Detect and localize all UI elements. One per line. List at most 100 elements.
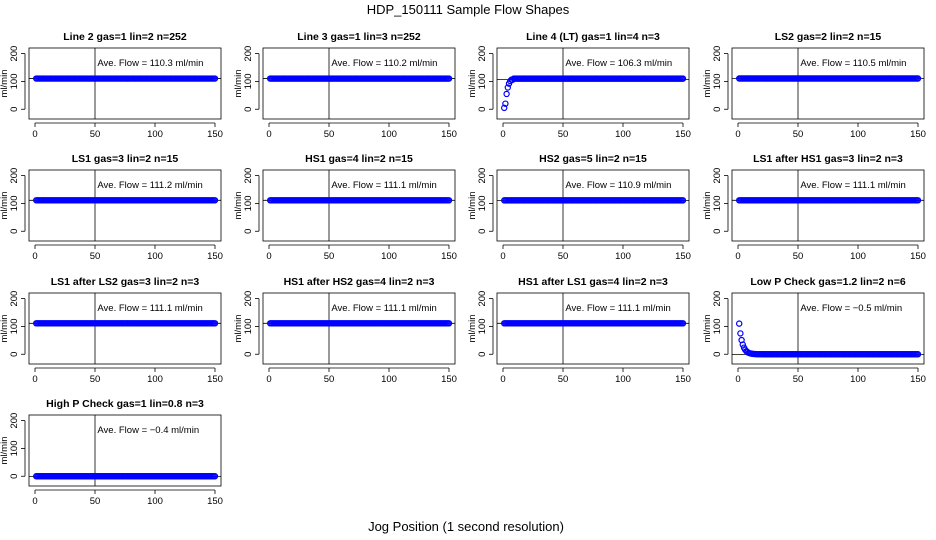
x-tick-label: 0 [32, 251, 37, 262]
y-tick-label: 200 [477, 168, 488, 184]
x-tick-label: 0 [266, 251, 271, 262]
panel-title: LS1 after HS1 gas=3 lin=2 n=3 [753, 153, 903, 165]
data-point [679, 320, 687, 327]
panel-title: Line 3 gas=1 lin=3 n=252 [297, 31, 421, 43]
plot-frame [731, 292, 925, 365]
x-tick-label: 50 [793, 374, 804, 385]
y-tick-label: 0 [9, 474, 20, 479]
y-tick-label: 100 [477, 195, 488, 211]
y-axis-label: ml/min [702, 192, 713, 220]
x-tick-label: 50 [558, 129, 569, 140]
x-tick-label: 100 [147, 129, 163, 140]
chart-panel-13: High P Check gas=1 lin=0.8 n=3 0 50 100 150 0… [0, 398, 223, 507]
data-point [736, 320, 743, 327]
average-flow-annotation: Ave. Flow = 110.2 ml/min [331, 58, 437, 69]
y-tick-label: 100 [243, 195, 254, 211]
y-tick-label: 200 [243, 291, 254, 307]
data-point [502, 100, 509, 107]
x-tick-label: 0 [32, 374, 37, 385]
data-point [211, 320, 219, 327]
plot-frame [496, 292, 690, 365]
y-tick-label: 100 [712, 318, 723, 334]
plot-frame [262, 292, 456, 365]
x-tick-label: 50 [90, 251, 101, 262]
data-point [211, 473, 219, 480]
y-axis-label: ml/min [0, 192, 10, 220]
y-tick-label: 100 [243, 73, 254, 89]
x-tick-label: 100 [381, 251, 397, 262]
y-tick-label: 0 [712, 352, 723, 357]
data-series [736, 320, 922, 358]
x-tick-label: 150 [207, 374, 223, 385]
y-tick-label: 0 [9, 229, 20, 234]
x-tick-label: 150 [207, 496, 223, 507]
chart-panel-10: HS1 after HS2 gas=4 lin=2 n=3 0 50 100 150 0 1… [233, 276, 457, 385]
y-tick-label: 0 [9, 352, 20, 357]
average-flow-annotation: Ave. Flow = 111.2 ml/min [97, 180, 202, 191]
x-tick-label: 150 [910, 129, 926, 140]
average-flow-annotation: Ave. Flow = 110.5 ml/min [800, 58, 906, 69]
x-tick-label: 50 [558, 251, 569, 262]
y-tick-label: 0 [243, 352, 254, 357]
x-tick-label: 100 [381, 374, 397, 385]
data-point [679, 197, 687, 204]
data-series [501, 320, 687, 327]
chart-panel-2: Line 3 gas=1 lin=3 n=252 0 50 100 150 0 100 200… [233, 31, 457, 140]
y-tick-label: 0 [712, 107, 723, 112]
y-tick-label: 0 [712, 229, 723, 234]
y-axis-label: ml/min [0, 437, 10, 465]
x-tick-label: 100 [615, 129, 631, 140]
chart-panel-11: HS1 after LS1 gas=4 lin=2 n=3 0 50 100 150 0 1… [467, 276, 691, 385]
y-tick-label: 200 [9, 291, 20, 307]
data-point [445, 320, 453, 327]
y-tick-label: 100 [9, 440, 20, 456]
data-point [501, 104, 508, 112]
y-axis-label: ml/min [467, 70, 478, 98]
chart-panel-6: HS1 gas=4 lin=2 n=15 0 50 100 150 0 100 200 ml/m… [233, 153, 457, 262]
average-flow-annotation: Ave. Flow = 111.1 ml/min [565, 303, 670, 314]
x-tick-label: 100 [147, 251, 163, 262]
y-axis-label: ml/min [0, 315, 10, 343]
y-tick-label: 200 [9, 168, 20, 184]
average-flow-annotation: Ave. Flow = 111.1 ml/min [331, 180, 436, 191]
x-tick-label: 50 [793, 129, 804, 140]
chart-panel-4: LS2 gas=2 lin=2 n=15 0 50 100 150 0 100 200 ml/m… [702, 31, 926, 140]
data-point [445, 197, 453, 204]
panel-title: Low P Check gas=1.2 lin=2 n=6 [750, 276, 905, 288]
x-tick-label: 100 [147, 496, 163, 507]
y-tick-label: 200 [243, 168, 254, 184]
x-tick-label: 100 [850, 374, 866, 385]
x-tick-label: 50 [90, 496, 101, 507]
plot-frame [28, 47, 222, 120]
y-axis-label: ml/min [702, 315, 713, 343]
data-series [736, 75, 922, 82]
y-tick-label: 100 [477, 318, 488, 334]
data-series [267, 320, 453, 327]
data-point [914, 197, 922, 204]
x-tick-label: 150 [441, 251, 457, 262]
data-series [501, 75, 687, 112]
panel-title: LS2 gas=2 lin=2 n=15 [775, 31, 882, 43]
y-tick-label: 0 [243, 107, 254, 112]
y-tick-label: 0 [243, 229, 254, 234]
data-point [914, 351, 922, 358]
chart-panel-5: LS1 gas=3 lin=2 n=15 0 50 100 150 0 100 200 ml/m… [0, 153, 223, 262]
x-tick-label: 50 [324, 129, 335, 140]
panel-title: HS1 gas=4 lin=2 n=15 [305, 153, 413, 165]
average-flow-annotation: Ave. Flow = 111.1 ml/min [800, 180, 905, 191]
y-tick-label: 0 [9, 107, 20, 112]
panel-title: Line 4 (LT) gas=1 lin=4 n=3 [526, 31, 660, 43]
average-flow-annotation: Ave. Flow = −0.5 ml/min [800, 303, 902, 314]
data-point [739, 341, 747, 348]
plot-frame [731, 47, 925, 120]
y-tick-label: 200 [477, 46, 488, 62]
x-tick-label: 0 [500, 129, 505, 140]
y-tick-label: 100 [243, 318, 254, 334]
average-flow-annotation: Ave. Flow = −0.4 ml/min [97, 425, 199, 436]
panel-title: HS1 after LS1 gas=4 lin=2 n=3 [518, 276, 668, 288]
y-tick-label: 100 [9, 195, 20, 211]
average-flow-annotation: Ave. Flow = 111.1 ml/min [331, 303, 436, 314]
average-flow-annotation: Ave. Flow = 110.9 ml/min [565, 180, 671, 191]
data-point [737, 330, 744, 337]
x-tick-label: 150 [910, 374, 926, 385]
